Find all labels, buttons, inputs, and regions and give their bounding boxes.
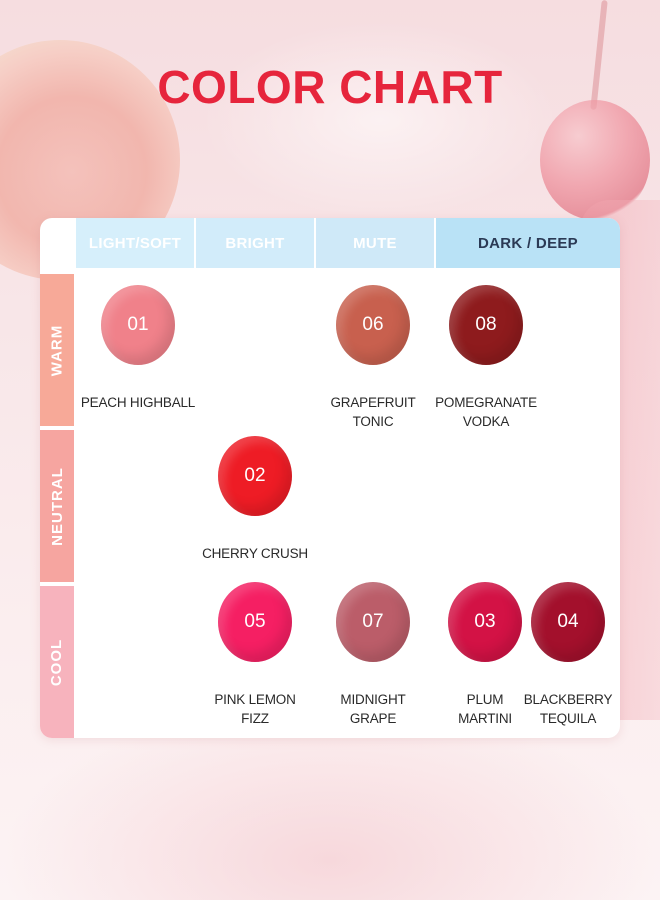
color-chart-card: LIGHT/SOFT BRIGHT MUTE DARK / DEEP WARM …	[40, 218, 620, 738]
swatch-name: BLACKBERRY TEQUILA	[523, 692, 613, 726]
swatch-color-dot: 03	[448, 582, 522, 662]
swatch-08[interactable]: 08 POMEGRANATE VODKA	[396, 285, 576, 431]
swatch-name: POMEGRANATE VODKA	[435, 395, 537, 429]
swatch-06[interactable]: 06 GRAPEFRUIT TONIC	[283, 285, 463, 431]
swatch-05[interactable]: 05 PINK LEMON FIZZ	[165, 582, 345, 728]
swatch-name: MIDNIGHT GRAPE	[340, 692, 406, 726]
swatch-name: PINK LEMON FIZZ	[214, 692, 296, 726]
row-header-cool: COOL	[40, 586, 74, 738]
column-header-dark-deep: DARK / DEEP	[436, 218, 620, 268]
swatch-name: CHERRY CRUSH	[202, 546, 308, 561]
column-header-mute: MUTE	[316, 218, 434, 268]
row-header-warm: WARM	[40, 274, 74, 426]
cherry-decoration	[540, 100, 650, 220]
column-header-bright: BRIGHT	[196, 218, 314, 268]
swatch-color-dot: 06	[336, 285, 410, 365]
swatch-color-dot: 04	[531, 582, 605, 662]
swatch-name: GRAPEFRUIT TONIC	[330, 395, 416, 429]
page-title: COLOR CHART	[157, 61, 503, 113]
swatch-color-dot: 02	[218, 436, 292, 516]
row-header-neutral: NEUTRAL	[40, 430, 74, 582]
water-splash-decoration	[200, 20, 560, 220]
swatch-01[interactable]: 01 PEACH HIGHBALL	[48, 285, 228, 412]
swatch-color-dot: 01	[101, 285, 175, 365]
swatch-04[interactable]: 04 BLACKBERRY TEQUILA	[478, 582, 620, 728]
column-header-light-soft: LIGHT/SOFT	[76, 218, 194, 268]
swatch-color-dot: 05	[218, 582, 292, 662]
swatch-02[interactable]: 02 CHERRY CRUSH	[165, 436, 345, 563]
swatch-name: PLUM MARTINI	[458, 692, 512, 726]
swatch-color-dot: 07	[336, 582, 410, 662]
swatch-color-dot: 08	[449, 285, 523, 365]
swatch-name: PEACH HIGHBALL	[80, 395, 196, 410]
swatch-07[interactable]: 07 MIDNIGHT GRAPE	[283, 582, 463, 728]
swatch-03[interactable]: 03 PLUM MARTINI	[395, 582, 575, 728]
